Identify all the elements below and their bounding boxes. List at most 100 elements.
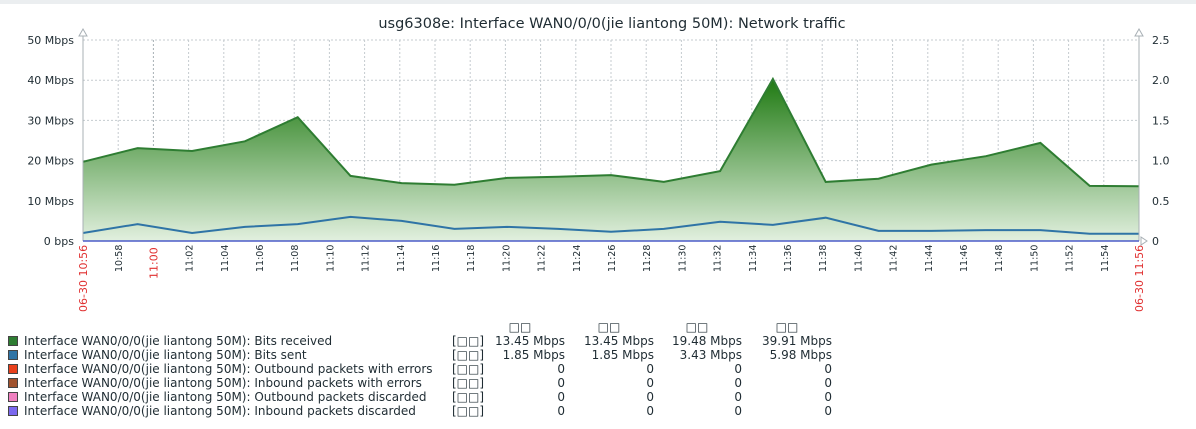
x-tick-label: 11:48	[994, 245, 1005, 272]
legend-function: [□□]	[452, 334, 485, 348]
y-tick-label: 20 Mbps	[27, 155, 74, 168]
legend-color-swatch	[8, 364, 18, 374]
legend-item-name: Interface WAN0/0/0(jie liantong 50M): In…	[24, 376, 422, 390]
x-tick-label: 11:06	[255, 245, 266, 272]
series-area-bits-received	[83, 79, 1139, 241]
legend-color-swatch	[8, 336, 18, 346]
legend-value: 0	[646, 404, 654, 418]
y-tick-label: 30 Mbps	[27, 114, 74, 127]
legend-value: 13.45 Mbps	[494, 334, 565, 348]
x-tick-label: 11:20	[501, 245, 512, 272]
legend-row: Interface WAN0/0/0(jie liantong 50M): In…	[8, 404, 848, 418]
legend-value: 0	[557, 390, 565, 404]
y2-axis-arrow-icon	[1134, 27, 1144, 37]
legend-item-name: Interface WAN0/0/0(jie liantong 50M): Bi…	[24, 348, 307, 362]
x-tick-label: 11:02	[185, 245, 196, 272]
legend-color-swatch	[8, 392, 18, 402]
x-tick-label: 11:00	[147, 247, 160, 279]
legend-color-swatch	[8, 378, 18, 388]
legend-value: 1.85 Mbps	[502, 348, 565, 362]
legend-value: 3.43 Mbps	[679, 348, 742, 362]
y2-tick-label: 1.5	[1152, 114, 1170, 127]
legend-header: □□	[685, 320, 709, 334]
legend-color-swatch	[8, 406, 18, 416]
legend-header: □□	[597, 320, 621, 334]
x-tick-label: 11:42	[889, 245, 900, 272]
y2-tick-label: 2.0	[1152, 74, 1170, 87]
x-start-label: 06-30 10:56	[77, 245, 90, 312]
legend-item-name: Interface WAN0/0/0(jie liantong 50M): In…	[24, 404, 416, 418]
x-tick-label: 11:36	[783, 245, 794, 272]
legend-function: [□□]	[452, 376, 485, 390]
network-traffic-chart: usg6308e: Interface WAN0/0/0(jie lianton…	[27, 16, 1170, 312]
x-axis-arrow-icon	[1140, 236, 1148, 246]
y-tick-label: 10 Mbps	[27, 195, 74, 208]
x-tick-label: 11:10	[325, 245, 336, 272]
x-tick-label: 11:08	[290, 245, 301, 272]
x-tick-label: 11:52	[1065, 245, 1076, 272]
legend-function: [□□]	[452, 390, 485, 404]
legend-value: 19.48 Mbps	[671, 334, 742, 348]
legend-value: 0	[557, 362, 565, 376]
legend-value: 0	[646, 376, 654, 390]
legend-row: Interface WAN0/0/0(jie liantong 50M): Bi…	[8, 334, 848, 348]
x-tick-label: 11:24	[572, 245, 583, 272]
legend-value: 0	[824, 376, 832, 390]
x-tick-label: 11:46	[959, 245, 970, 272]
y-axis-arrow-icon	[78, 27, 88, 37]
legend-function: [□□]	[452, 404, 485, 418]
legend-value: 0	[824, 404, 832, 418]
x-end-label: 06-30 11:56	[1133, 245, 1146, 312]
x-tick-label: 11:28	[642, 245, 653, 272]
chart-title: usg6308e: Interface WAN0/0/0(jie lianton…	[378, 16, 845, 32]
y2-tick-label: 0.5	[1152, 195, 1170, 208]
legend-item-name: Interface WAN0/0/0(jie liantong 50M): Ou…	[24, 362, 433, 376]
legend-value: 0	[734, 362, 742, 376]
legend-color-swatch	[8, 350, 18, 360]
legend-value: 1.85 Mbps	[591, 348, 654, 362]
legend-header: □□	[775, 320, 799, 334]
legend-row: Interface WAN0/0/0(jie liantong 50M): Bi…	[8, 348, 848, 362]
legend-value: 0	[646, 390, 654, 404]
x-tick-label: 11:34	[748, 245, 759, 272]
x-tick-label: 11:26	[607, 245, 618, 272]
x-tick-label: 11:32	[713, 245, 724, 272]
x-tick-label: 10:58	[114, 245, 125, 272]
y-tick-label: 40 Mbps	[27, 74, 74, 87]
y2-tick-label: 2.5	[1152, 34, 1170, 47]
legend-item-name: Interface WAN0/0/0(jie liantong 50M): Bi…	[24, 334, 333, 348]
legend-value: 13.45 Mbps	[583, 334, 654, 348]
y2-tick-label: 1.0	[1152, 155, 1170, 168]
legend-value: 39.91 Mbps	[761, 334, 832, 348]
legend-value: 0	[557, 404, 565, 418]
x-tick-label: 11:16	[431, 245, 442, 272]
x-tick-label: 11:44	[924, 245, 935, 272]
top-bar	[0, 0, 1196, 4]
x-tick-label: 11:40	[853, 245, 864, 272]
legend-function: [□□]	[452, 362, 485, 376]
legend-value: 0	[646, 362, 654, 376]
legend-value: 0	[734, 376, 742, 390]
legend-value: 5.98 Mbps	[769, 348, 832, 362]
legend-value: 0	[734, 404, 742, 418]
x-tick-label: 11:22	[537, 245, 548, 272]
legend-row: Interface WAN0/0/0(jie liantong 50M): Ou…	[8, 362, 848, 376]
y-tick-label: 0 bps	[44, 235, 74, 248]
x-tick-label: 11:12	[361, 245, 372, 272]
x-tick-label: 11:54	[1100, 245, 1111, 272]
legend-row: Interface WAN0/0/0(jie liantong 50M): Ou…	[8, 390, 848, 404]
y-tick-label: 50 Mbps	[27, 34, 74, 47]
x-tick-label: 11:30	[677, 245, 688, 272]
y2-tick-label: 0	[1152, 235, 1159, 248]
legend-value: 0	[557, 376, 565, 390]
legend-row: Interface WAN0/0/0(jie liantong 50M): In…	[8, 376, 848, 390]
x-tick-label: 11:18	[466, 245, 477, 272]
x-tick-label: 11:04	[220, 245, 231, 272]
x-tick-label: 11:38	[818, 245, 829, 272]
legend-function: [□□]	[452, 348, 485, 362]
legend-header: □□	[508, 320, 532, 334]
x-tick-label: 11:14	[396, 245, 407, 272]
legend-value: 0	[824, 362, 832, 376]
legend-value: 0	[734, 390, 742, 404]
legend-item-name: Interface WAN0/0/0(jie liantong 50M): Ou…	[24, 390, 427, 404]
